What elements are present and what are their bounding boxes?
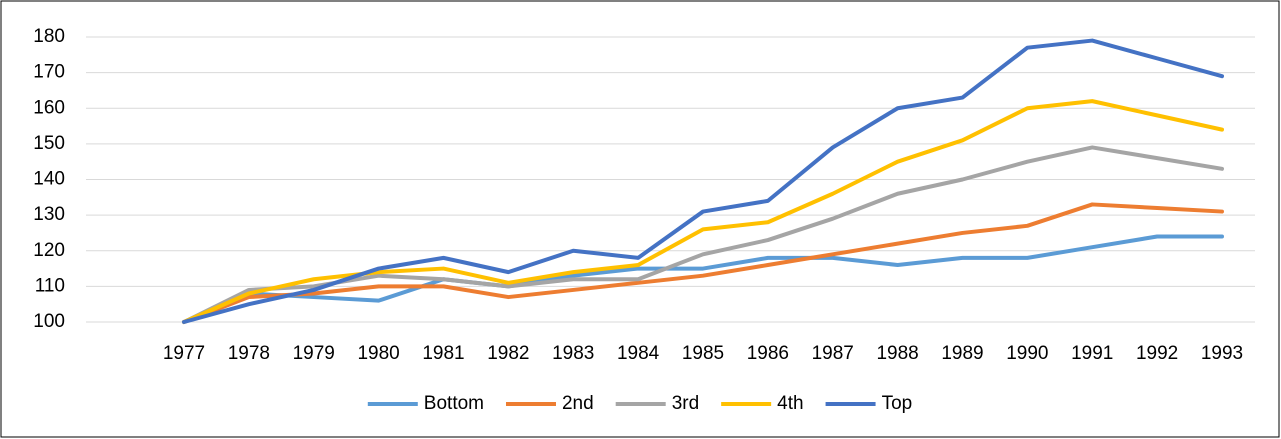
x-tick-label: 1980 [357, 343, 399, 364]
x-tick-label: 1990 [1006, 343, 1048, 364]
y-tick-label: 110 [35, 275, 65, 296]
x-tick-label: 1984 [617, 343, 660, 364]
y-tick-label: 140 [33, 169, 65, 190]
y-tick-label: 150 [33, 133, 65, 154]
x-tick-label: 1983 [552, 343, 594, 364]
y-tick-label: 170 [33, 62, 65, 83]
legend-label: Top [882, 393, 913, 414]
x-tick-label: 1987 [812, 343, 854, 364]
y-tick-label: 130 [33, 204, 65, 225]
x-tick-label: 1986 [747, 343, 789, 364]
series-line [182, 145, 1224, 324]
x-tick-label: 1985 [682, 343, 724, 364]
x-tick-label: 1988 [876, 343, 918, 364]
x-tick-label: 1981 [422, 343, 464, 364]
y-tick-label: 180 [33, 26, 65, 47]
x-tick-label: 1978 [228, 343, 270, 364]
legend-label: Bottom [424, 393, 484, 414]
x-tick-label: 1991 [1071, 343, 1113, 364]
series-line [182, 202, 1224, 324]
y-tick-label: 120 [33, 240, 65, 261]
legend-label: 2nd [562, 393, 594, 414]
x-tick-label: 1979 [293, 343, 335, 364]
x-tick-label: 1992 [1136, 343, 1178, 364]
legend-label: 4th [777, 393, 803, 414]
series-line [182, 38, 1224, 324]
x-tick-label: 1977 [163, 343, 205, 364]
y-tick-label: 160 [33, 97, 65, 118]
x-tick-label: 1989 [941, 343, 983, 364]
x-tick-label: 1993 [1201, 343, 1243, 364]
x-tick-label: 1982 [487, 343, 529, 364]
y-tick-label: 100 [33, 311, 65, 332]
legend-label: 3rd [672, 393, 699, 414]
series-line [182, 234, 1224, 324]
